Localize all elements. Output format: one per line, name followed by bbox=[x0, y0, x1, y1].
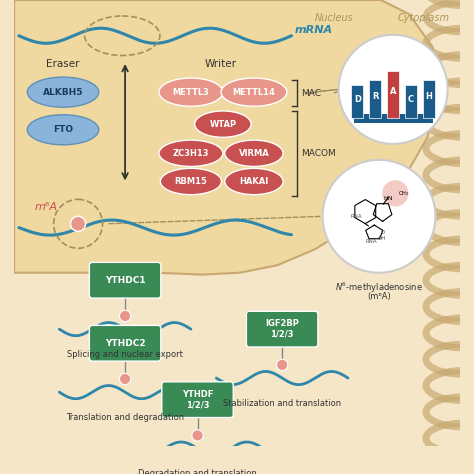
Circle shape bbox=[382, 180, 409, 207]
Text: Translation and degradation: Translation and degradation bbox=[66, 413, 184, 422]
Text: m⁶A: m⁶A bbox=[35, 202, 58, 212]
FancyBboxPatch shape bbox=[246, 311, 318, 347]
Text: METTL3: METTL3 bbox=[173, 88, 210, 97]
FancyBboxPatch shape bbox=[162, 382, 233, 418]
Text: ZC3H13: ZC3H13 bbox=[173, 149, 209, 158]
Text: Cytoplasm: Cytoplasm bbox=[397, 13, 449, 23]
Text: R: R bbox=[372, 92, 378, 101]
Ellipse shape bbox=[27, 115, 99, 145]
Text: MACOM: MACOM bbox=[301, 149, 336, 158]
Text: CH₃: CH₃ bbox=[399, 191, 409, 196]
Text: Nucleus: Nucleus bbox=[314, 13, 353, 23]
Ellipse shape bbox=[221, 78, 287, 106]
Text: Degradation and translation: Degradation and translation bbox=[138, 469, 257, 474]
Circle shape bbox=[119, 374, 131, 384]
Text: IGF2BP
1/2/3: IGF2BP 1/2/3 bbox=[265, 319, 299, 339]
Text: C: C bbox=[408, 95, 414, 104]
Text: HAKAI: HAKAI bbox=[239, 177, 269, 186]
Ellipse shape bbox=[160, 168, 221, 195]
Text: $N^6$-methyladenosine: $N^6$-methyladenosine bbox=[335, 280, 423, 295]
Circle shape bbox=[192, 430, 203, 441]
Ellipse shape bbox=[195, 111, 251, 137]
Text: Eraser: Eraser bbox=[46, 59, 80, 69]
Circle shape bbox=[119, 310, 131, 322]
Circle shape bbox=[338, 35, 447, 144]
Text: Stabilization and translation: Stabilization and translation bbox=[223, 399, 341, 408]
Text: YTHDC1: YTHDC1 bbox=[105, 276, 146, 285]
Text: OH: OH bbox=[378, 236, 386, 241]
Text: A: A bbox=[390, 87, 396, 96]
Bar bbox=[423, 80, 435, 118]
Text: Splicing and nuclear export: Splicing and nuclear export bbox=[67, 350, 183, 359]
Text: Writer: Writer bbox=[205, 59, 237, 69]
Ellipse shape bbox=[27, 77, 99, 107]
Text: VIRMA: VIRMA bbox=[238, 149, 269, 158]
Text: MAC: MAC bbox=[301, 89, 321, 98]
Text: RNA: RNA bbox=[365, 239, 377, 244]
Ellipse shape bbox=[159, 140, 223, 166]
Text: WTAP: WTAP bbox=[210, 119, 237, 128]
Bar bbox=[369, 80, 382, 118]
Bar bbox=[354, 114, 433, 123]
Text: YTHDC2: YTHDC2 bbox=[105, 339, 146, 348]
Bar bbox=[387, 71, 399, 118]
Text: ALKBH5: ALKBH5 bbox=[43, 88, 83, 97]
FancyBboxPatch shape bbox=[90, 325, 161, 361]
Text: FTO: FTO bbox=[53, 125, 73, 134]
Text: RNA: RNA bbox=[350, 214, 362, 219]
Polygon shape bbox=[14, 0, 436, 274]
Text: (m⁶A): (m⁶A) bbox=[367, 292, 391, 301]
Circle shape bbox=[71, 216, 86, 231]
Bar bbox=[405, 85, 417, 118]
Text: HN: HN bbox=[383, 196, 392, 201]
Ellipse shape bbox=[225, 168, 283, 195]
Circle shape bbox=[323, 160, 436, 273]
Text: H: H bbox=[425, 92, 432, 101]
Text: METTL14: METTL14 bbox=[232, 88, 275, 97]
Text: RBM15: RBM15 bbox=[174, 177, 207, 186]
Text: O: O bbox=[381, 230, 385, 235]
Ellipse shape bbox=[159, 78, 223, 106]
Text: YTHDF
1/2/3: YTHDF 1/2/3 bbox=[182, 390, 213, 410]
Bar bbox=[351, 85, 364, 118]
Text: D: D bbox=[354, 95, 361, 104]
Circle shape bbox=[276, 359, 288, 371]
FancyBboxPatch shape bbox=[90, 263, 161, 298]
Ellipse shape bbox=[225, 140, 283, 166]
Text: mRNA: mRNA bbox=[294, 25, 332, 35]
